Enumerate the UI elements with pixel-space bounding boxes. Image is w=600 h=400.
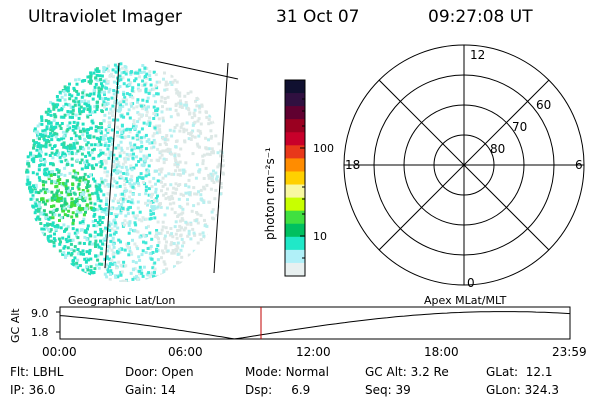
mlat-label-60: 60 xyxy=(536,98,552,112)
colorbar-segment xyxy=(285,249,305,264)
colorbar-segment xyxy=(285,106,305,120)
timeline-xtick-1800: 18:00 xyxy=(424,345,459,359)
instrument-title: Ultraviolet Imager xyxy=(28,7,182,27)
mlt-label-12: 12 xyxy=(470,48,486,62)
colorbar-segment xyxy=(285,223,305,238)
timeline-xtick-1200: 12:00 xyxy=(296,345,331,359)
colorbar-segment xyxy=(285,262,305,277)
status-gain: Gain: 14 xyxy=(125,383,176,397)
status-flt: Flt: LBHL xyxy=(10,365,64,379)
colorbar-tick-100: 100 xyxy=(313,142,334,155)
colorbar-segment xyxy=(285,93,305,107)
timeline-ytick-low: 1.8 xyxy=(31,326,49,339)
status-mode: Mode: Normal xyxy=(245,365,329,379)
colorbar-segment xyxy=(285,171,305,186)
colorbar-segment xyxy=(285,80,305,94)
mlt-label-6: 6 xyxy=(575,158,583,172)
mlt-label-0: 0 xyxy=(467,276,475,290)
status-dsp: Dsp: 6.9 xyxy=(245,383,311,397)
colorbar-tick-10: 10 xyxy=(313,230,327,243)
colorbar-segment xyxy=(285,197,305,212)
observation-date: 31 Oct 07 xyxy=(276,7,360,27)
status-glat: GLat: 12.1 xyxy=(486,365,553,379)
status-gc-alt: GC Alt: 3.2 Re xyxy=(365,365,449,379)
geo-meridian-line xyxy=(213,62,229,274)
colorbar-segment xyxy=(285,132,305,146)
timeline-ytick-high: 9.0 xyxy=(31,307,49,320)
mlt-label-18: 18 xyxy=(345,158,361,172)
timeline-xtick-2359: 23:59 xyxy=(552,345,587,359)
observation-time: 09:27:08 UT xyxy=(428,7,533,27)
timeline-xtick-0600: 06:00 xyxy=(168,345,203,359)
status-door: Door: Open xyxy=(125,365,194,379)
status-glon: GLon: 324.3 xyxy=(486,383,559,397)
status-ip: IP: 36.0 xyxy=(10,383,56,397)
geo-parallel-line xyxy=(154,60,239,80)
colorbar-segment xyxy=(285,158,305,173)
colorbar-segment xyxy=(285,210,305,225)
mlat-label-70: 70 xyxy=(512,120,528,134)
altitude-curve xyxy=(59,311,571,340)
colorbar-segment xyxy=(285,119,305,133)
status-seq: Seq: 39 xyxy=(365,383,411,397)
geo-meridian-line xyxy=(104,62,120,269)
colorbar-segment xyxy=(285,145,305,159)
timeline-xtick-0000: 00:00 xyxy=(42,345,77,359)
mlat-label-80: 80 xyxy=(490,142,506,156)
timeline-right-caption: Apex MLat/MLT xyxy=(424,294,507,307)
colorbar-segment xyxy=(285,184,305,199)
colorbar-segment xyxy=(285,236,305,251)
timeline-left-caption: Geographic Lat/Lon xyxy=(68,294,176,307)
